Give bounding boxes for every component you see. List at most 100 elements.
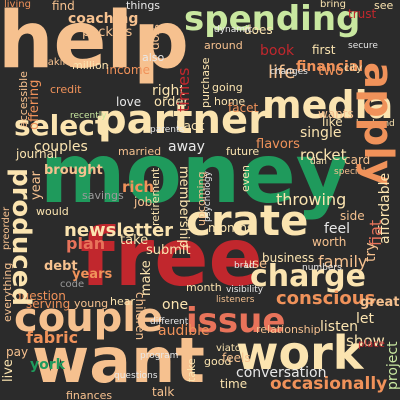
word-conscious: conscious: [276, 288, 376, 309]
word-stop: stop: [149, 24, 163, 50]
word-couples: couples: [34, 139, 88, 155]
word-want: want: [32, 324, 205, 397]
word-visibility: visibility: [226, 285, 264, 295]
word-trust: trust: [348, 7, 377, 21]
word-feel: feel: [324, 221, 351, 237]
word-live: live: [1, 359, 16, 382]
word-membership: membership: [176, 166, 191, 248]
word-job: job: [134, 195, 153, 209]
word-first: first: [312, 43, 336, 57]
word-city: city: [344, 63, 363, 74]
word-different: different: [150, 317, 189, 327]
word-journal: journal: [16, 147, 58, 161]
word-savings: savings: [82, 189, 124, 202]
word-away: away: [168, 139, 205, 155]
word-side: side: [340, 209, 365, 223]
word-partner: partner: [98, 97, 268, 143]
word-also: also: [142, 51, 165, 64]
word-million: million: [72, 59, 109, 72]
word-order: order: [154, 95, 189, 110]
word-right: right: [152, 83, 185, 99]
word-wants: wants: [318, 107, 354, 121]
word-work: work: [236, 326, 364, 380]
word-let: let: [356, 311, 374, 327]
word-submit: submit: [146, 243, 191, 258]
word-living: living: [4, 0, 31, 10]
word-even: even: [239, 164, 252, 192]
word-love: love: [116, 95, 142, 109]
word-life: life: [268, 62, 296, 83]
word-coaching: coaching: [68, 11, 139, 27]
word-hear: hear: [110, 295, 136, 308]
word-spending: spending: [184, 0, 361, 39]
word-year: year: [29, 170, 44, 200]
word-media: media: [262, 83, 394, 127]
word-apply: apply: [355, 62, 400, 187]
word-recently: recently: [70, 111, 107, 121]
word-time: time: [220, 377, 248, 391]
word-children: children: [133, 292, 147, 341]
word-make: make: [139, 260, 154, 296]
word-money: money: [40, 127, 350, 222]
word-business: business: [262, 251, 315, 265]
word-york: york: [30, 357, 65, 373]
word-two: two: [318, 63, 344, 79]
word-worth: worth: [312, 235, 347, 249]
word-everything: everything: [1, 262, 14, 322]
word-audible: audible: [158, 323, 210, 339]
word-husband: husband: [356, 119, 395, 129]
word-card: card: [344, 153, 371, 167]
word-fabric: fabric: [26, 328, 79, 347]
word-times: times: [174, 67, 193, 112]
word-charge: charge: [250, 259, 367, 294]
word-couple: couple: [14, 295, 164, 341]
word-month: month: [186, 281, 222, 294]
word-around: around: [204, 39, 243, 52]
word-months: months: [208, 221, 254, 235]
word-find: find: [52, 0, 75, 13]
word-rich: rich: [122, 178, 155, 196]
word-single: single: [300, 125, 342, 141]
word-listen: listen: [320, 319, 359, 335]
word-changes: changes: [270, 67, 308, 77]
word-use: use: [244, 257, 268, 272]
word-throwing: throwing: [276, 190, 347, 209]
word-family: family: [318, 252, 368, 271]
word-home: home: [214, 95, 246, 108]
word-questions: questions: [114, 371, 158, 381]
word-numbers: numbers: [302, 263, 342, 273]
word-free: free: [80, 211, 263, 304]
word-would: would: [36, 205, 69, 218]
word-brad: brad: [234, 261, 255, 271]
word-issue: issue: [186, 301, 286, 341]
word-does: does: [244, 23, 273, 37]
word-question: question: [14, 289, 66, 303]
word-take2: take: [185, 358, 198, 382]
word-special: special: [334, 167, 366, 177]
word-select: select: [14, 109, 109, 142]
word-credit: credit: [50, 83, 82, 96]
word-program: program: [140, 351, 179, 361]
word-psychology: psychology: [203, 171, 213, 222]
word-brought: brought: [44, 163, 103, 178]
word-book: book: [260, 43, 295, 59]
word-try: try: [363, 242, 379, 262]
word-code: code: [60, 279, 85, 290]
word-making: making: [38, 57, 76, 68]
word-feels: feels: [222, 351, 251, 365]
word-income: income: [106, 63, 150, 77]
word-bring: bring: [320, 0, 346, 10]
word-going: going: [212, 81, 243, 94]
word-facet: facet: [228, 101, 259, 115]
word-debt: debt: [44, 259, 78, 274]
word-future: future: [226, 145, 260, 158]
word-parents: parents: [150, 125, 185, 135]
word-young: young: [74, 297, 109, 310]
word-talk: talk: [152, 385, 175, 399]
word-secure: secure: [348, 41, 378, 51]
word-occasionally: occasionally: [270, 374, 388, 394]
word-take: take: [120, 233, 149, 248]
word-relationship: relationship: [256, 323, 321, 336]
word-offering: offering: [27, 79, 42, 130]
